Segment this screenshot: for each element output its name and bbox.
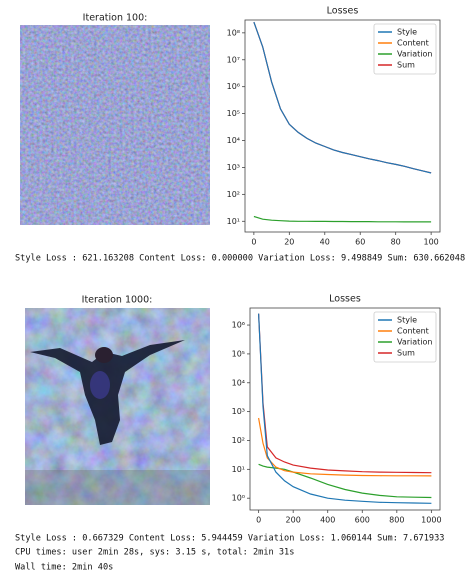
chart-title: Losses [327, 6, 359, 17]
series-line [258, 463, 432, 499]
y-tick-label: 10⁶ [232, 321, 245, 330]
legend-label: Variation [397, 338, 433, 347]
x-tick-label: 600 [355, 516, 370, 525]
legend-label: Style [397, 316, 417, 325]
output-line: CPU times: user 2min 28s, sys: 3.15 s, t… [15, 548, 294, 558]
y-tick-label: 10⁴ [227, 136, 240, 145]
legend-label: Content [397, 39, 429, 48]
series-line [258, 313, 432, 504]
legend [373, 311, 437, 363]
series-line [258, 313, 432, 474]
legend-label: Variation [397, 50, 433, 59]
y-tick-label: 10⁵ [227, 109, 240, 118]
x-tick-label: 400 [320, 516, 335, 525]
y-tick-label: 10⁴ [232, 378, 245, 387]
x-tick-label: 0 [256, 516, 261, 525]
generated-image [25, 308, 210, 505]
y-tick-label: 10³ [227, 163, 240, 172]
generated-image [20, 25, 210, 225]
legend-label: Content [397, 327, 429, 336]
chart-title: Losses [329, 294, 361, 305]
image-title: Iteration 1000: [82, 295, 153, 306]
y-tick-label: 10³ [232, 407, 245, 416]
x-tick-label: 80 [391, 238, 401, 247]
series-line [253, 215, 432, 223]
legend-label: Style [397, 28, 417, 37]
legend-label: Sum [397, 61, 415, 70]
y-tick-label: 10² [227, 190, 240, 199]
legend [373, 23, 437, 75]
x-tick-label: 20 [284, 238, 294, 247]
output-line: Style Loss : 621.163208 Content Loss: 0.… [15, 254, 465, 264]
x-tick-label: 40 [320, 238, 330, 247]
x-tick-label: 100 [423, 238, 438, 247]
y-tick-label: 10⁰ [232, 494, 245, 503]
output-line: Wall time: 2min 40s [15, 563, 113, 573]
legend-label: Sum [397, 349, 415, 358]
y-tick-label: 10⁵ [232, 349, 245, 358]
x-tick-label: 200 [286, 516, 301, 525]
series-line [253, 21, 432, 174]
y-tick-label: 10⁷ [227, 55, 240, 64]
y-tick-label: 10⁶ [227, 82, 240, 91]
x-tick-label: 1000 [421, 516, 441, 525]
output-line: Style Loss : 0.667329 Content Loss: 5.94… [15, 534, 444, 544]
y-tick-label: 10¹ [227, 217, 240, 226]
x-tick-label: 60 [355, 238, 365, 247]
x-tick-label: 0 [251, 238, 256, 247]
y-tick-label: 10¹ [232, 465, 245, 474]
y-tick-label: 10² [232, 436, 245, 445]
y-tick-label: 10⁸ [227, 28, 240, 37]
image-title: Iteration 100: [83, 13, 148, 24]
x-tick-label: 800 [389, 516, 404, 525]
